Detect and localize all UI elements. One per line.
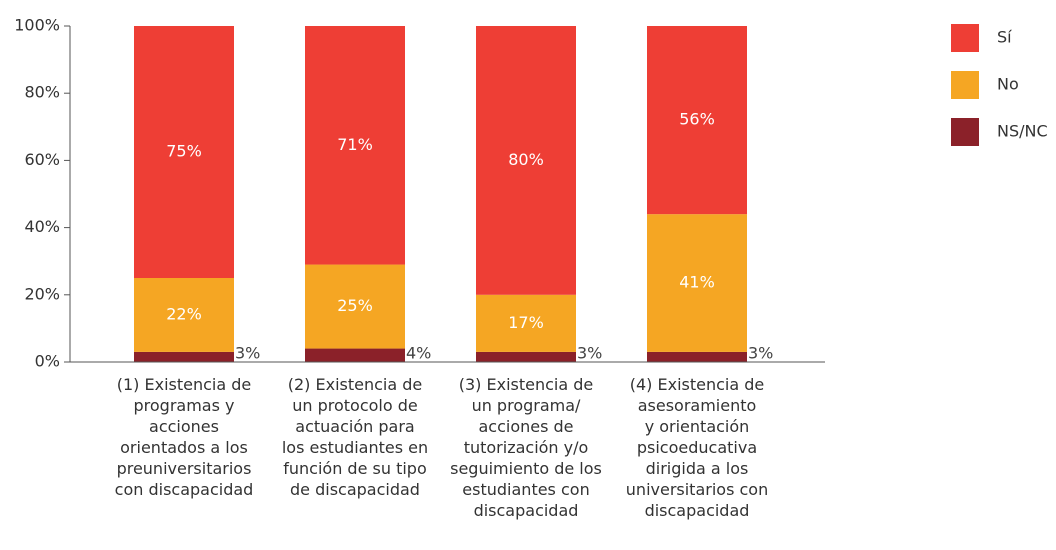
value-label: 41%: [679, 273, 715, 292]
value-label: 3%: [748, 344, 773, 363]
bar-segment: [305, 348, 405, 362]
legend-label: NS/NC: [997, 122, 1048, 141]
value-label: 22%: [166, 304, 202, 323]
y-tick-label: 40%: [24, 217, 60, 236]
x-tick-label: (3) Existencia de un programa/ acciones …: [450, 375, 602, 520]
y-tick-label: 60%: [24, 150, 60, 169]
x-tick-label: (1) Existencia de programas y acciones o…: [114, 375, 254, 499]
bar-segment: [647, 351, 747, 362]
y-tick-label: 20%: [24, 284, 60, 303]
bar-segment: [476, 351, 576, 362]
legend-label: Sí: [997, 28, 1012, 47]
y-tick-label: 100%: [14, 16, 60, 35]
legend-label: No: [997, 75, 1019, 94]
legend-swatch: [951, 71, 979, 99]
value-label: 71%: [337, 135, 373, 154]
value-label: 56%: [679, 110, 715, 129]
bar-segment: [476, 26, 576, 295]
value-label: 3%: [577, 344, 602, 363]
value-label: 75%: [166, 142, 202, 161]
bar-segment: [305, 26, 405, 265]
legend-swatch: [951, 24, 979, 52]
y-tick-label: 80%: [24, 83, 60, 102]
y-tick-label: 0%: [35, 352, 60, 371]
value-label: 25%: [337, 296, 373, 315]
bar-segment: [647, 26, 747, 215]
bar-segment: [647, 214, 747, 352]
bar-segment: [134, 351, 234, 362]
value-label: 3%: [235, 344, 260, 363]
bar-segment: [476, 294, 576, 352]
bar-segment: [305, 264, 405, 349]
value-label: 80%: [508, 150, 544, 169]
bar-segment: [134, 26, 234, 278]
x-tick-label: (4) Existencia de asesoramiento y orient…: [625, 375, 769, 520]
bar-segment: [134, 278, 234, 352]
x-tick-label: (2) Existencia de un protocolo de actuac…: [281, 375, 429, 499]
legend-swatch: [951, 118, 979, 146]
value-label: 4%: [406, 344, 431, 363]
value-label: 17%: [508, 313, 544, 332]
